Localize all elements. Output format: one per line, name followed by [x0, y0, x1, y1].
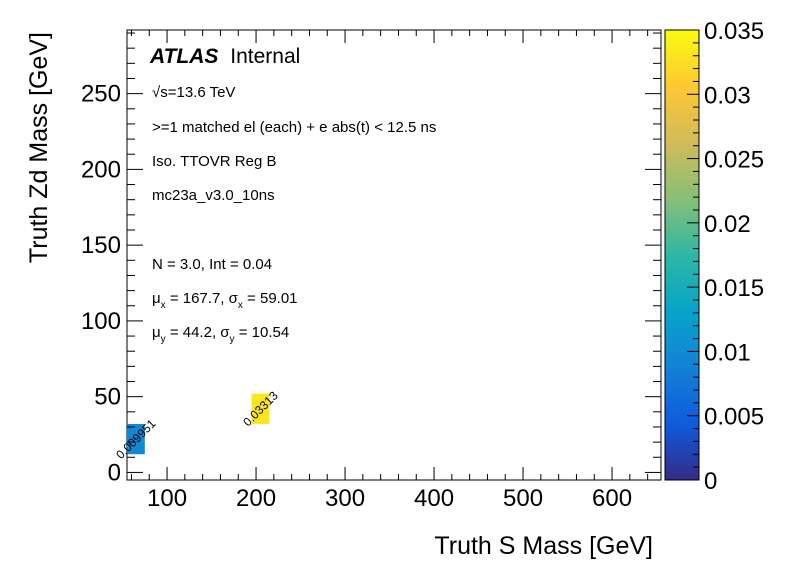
colorbar-tick-label: 0.01 — [704, 339, 751, 366]
sample-label: mc23a_v3.0_10ns — [152, 187, 275, 204]
svg-text:ATLAS Internal: ATLAS Internal — [149, 45, 300, 68]
x-axis-title: Truth S Mass [GeV] — [434, 532, 653, 560]
atlas-label: ATLAS Internal — [149, 45, 300, 68]
x-tick-label: 200 — [236, 485, 276, 512]
stats-y-label: μy = 44.2, σy = 10.54 — [152, 324, 289, 345]
colorbar-tick-label: 0.02 — [704, 211, 751, 238]
region-label: Iso. TTOVR Reg B — [152, 153, 277, 170]
colorbar — [664, 29, 700, 481]
atlas-internal: Internal — [230, 45, 300, 68]
y-tick-label: 50 — [94, 384, 121, 411]
heatmap-cell — [127, 423, 145, 455]
sqrt-s-label: √s=13.6 TeV — [152, 84, 235, 101]
atlas-bold: ATLAS — [149, 45, 218, 68]
x-tick-label: 100 — [147, 485, 187, 512]
colorbar-tick-label: 0.03 — [704, 82, 751, 109]
colorbar-tick-label: 0.025 — [704, 147, 764, 174]
colorbar-axis: 0 0.005 0.01 0.015 0.02 0.025 0.03 0.035 — [687, 18, 764, 495]
y-tick-label: 100 — [81, 308, 121, 335]
colorbar-tick-label: 0.015 — [704, 275, 764, 302]
colorbar-tick-label: 0 — [704, 468, 717, 495]
x-tick-label: 600 — [592, 485, 632, 512]
y-tick-label: 200 — [81, 156, 121, 183]
cell-value-label: 0.009951 — [113, 416, 159, 462]
stats-x-label: μx = 167.7, σx = 59.01 — [152, 290, 298, 311]
y-tick-label: 150 — [81, 232, 121, 259]
plot-frame — [126, 29, 662, 481]
y-tick-label: 0 — [108, 459, 121, 486]
y-axis-title: Truth Zd Mass [GeV] — [25, 32, 53, 263]
x-tick-label: 300 — [325, 485, 365, 512]
x-axis: 100 200 300 400 500 600 — [130, 30, 649, 512]
stats-n-label: N = 3.0, Int = 0.04 — [152, 256, 272, 273]
heatmap-cell — [251, 393, 270, 424]
selection-label: >=1 matched el (each) + e abs(t) < 12.5 … — [152, 119, 436, 136]
x-tick-label: 400 — [414, 485, 454, 512]
y-tick-label: 250 — [81, 81, 121, 108]
y-axis: 0 50 100 150 200 250 — [81, 32, 661, 486]
colorbar-tick-label: 0.035 — [704, 18, 764, 45]
colorbar-tick-label: 0.005 — [704, 404, 764, 431]
x-tick-label: 500 — [503, 485, 543, 512]
